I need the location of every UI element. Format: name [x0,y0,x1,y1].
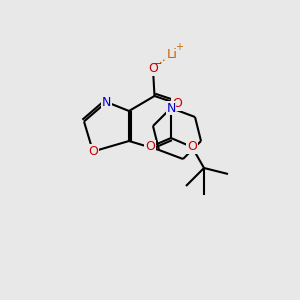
Text: O: O [187,140,197,154]
Text: O: O [145,140,155,154]
Text: O: O [148,62,158,76]
Text: Li: Li [167,47,178,61]
Text: N: N [166,101,176,115]
Text: O: O [172,97,182,110]
Text: O: O [88,145,98,158]
Text: +: + [175,42,183,52]
Text: N: N [102,95,111,109]
Text: −: − [154,58,163,69]
